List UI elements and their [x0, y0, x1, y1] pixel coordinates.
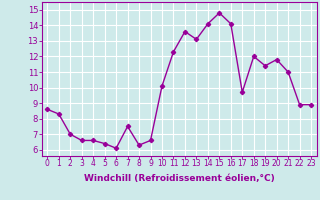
X-axis label: Windchill (Refroidissement éolien,°C): Windchill (Refroidissement éolien,°C): [84, 174, 275, 183]
